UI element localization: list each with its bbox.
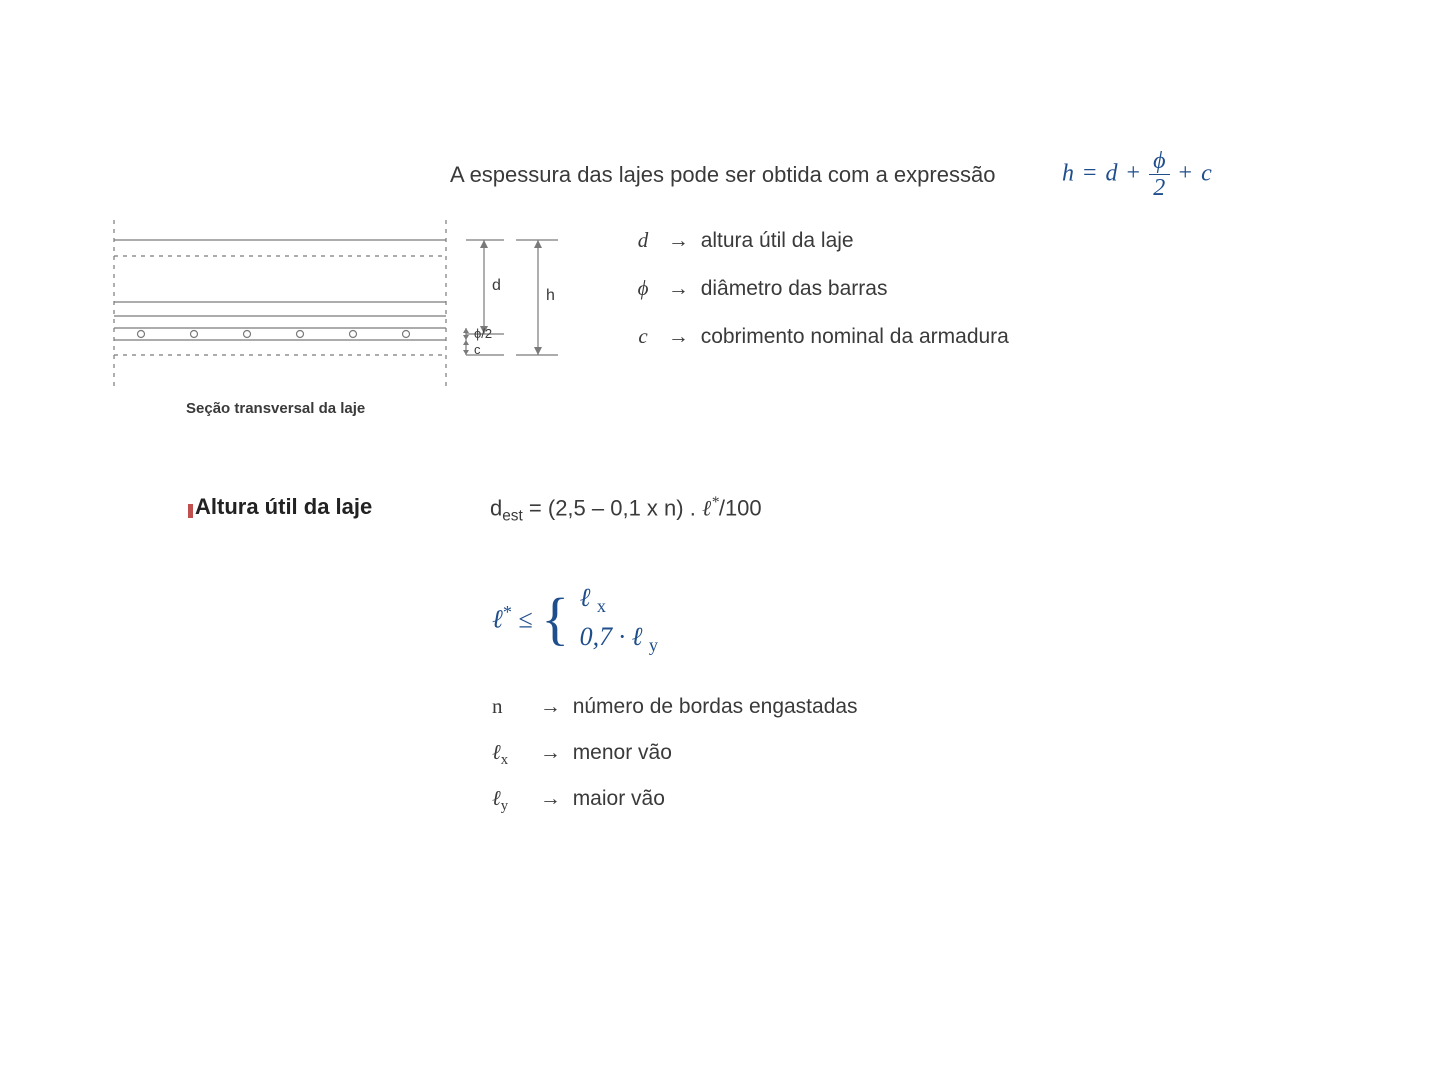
def-phi-text: diâmetro das barras: [701, 277, 888, 300]
lstar-case2-sub: y: [649, 635, 658, 655]
def-n-symbol: n: [492, 694, 530, 719]
def-phi-symbol: ϕ: [628, 276, 658, 301]
def-ly-text: maior vão: [573, 787, 665, 810]
def-d-symbol: d: [628, 228, 658, 253]
arrow-icon: →: [536, 787, 567, 811]
dest-body: = (2,5 – 0,1 x n) .: [529, 495, 702, 520]
eq-sign: =: [1080, 160, 1100, 186]
dest-lhs-base: d: [490, 495, 502, 520]
lstar-case-2: 0,7 · ℓ y: [580, 619, 658, 658]
fraction-denominator: 2: [1149, 175, 1169, 201]
formula-term-d: d: [1106, 160, 1118, 186]
lstar-case1-text: ℓ: [580, 583, 597, 612]
dest-ell-sup: *: [711, 494, 719, 511]
arrow-icon: →: [664, 229, 695, 253]
arrow-icon: →: [536, 695, 567, 719]
def-d-text: altura útil da laje: [701, 229, 854, 252]
def-ly-symbol: ℓy: [492, 786, 530, 815]
def-phi: ϕ → diâmetro das barras: [628, 276, 887, 301]
lstar-sup: *: [503, 602, 512, 622]
plus-1: +: [1124, 160, 1144, 186]
page-root: A espessura das lajes pode ser obtida co…: [0, 0, 1440, 1080]
def-ly: ℓy → maior vão: [492, 786, 665, 815]
formula-term-c: c: [1201, 160, 1212, 186]
heading-altura-util: Altura útil da laje: [195, 494, 372, 520]
def-d: d → altura útil da laje: [628, 228, 854, 253]
diagram-caption: Seção transversal da laje: [186, 400, 365, 417]
fraction-phi-over-2: ϕ 2: [1149, 148, 1169, 202]
lstar-rel: ≤: [512, 605, 533, 634]
formula-lstar: ℓ* ≤ { ℓ x 0,7 · ℓ y: [492, 580, 658, 658]
arrow-icon: →: [536, 741, 567, 765]
def-ly-ell: ℓ: [492, 786, 501, 810]
lstar-case-1: ℓ x: [580, 580, 658, 619]
arrow-icon: →: [664, 325, 695, 349]
lstar-lhs: ℓ: [492, 605, 503, 634]
formula-h: h = d + ϕ 2 + c: [1062, 148, 1212, 202]
fraction-numerator: ϕ: [1149, 148, 1169, 175]
def-n-text: número de bordas engastadas: [573, 695, 858, 718]
diagram-label-d: d: [492, 277, 501, 294]
brace-icon: {: [539, 593, 573, 645]
def-c-symbol: c: [628, 324, 658, 349]
diagram-label-phi2: ϕ/2: [474, 326, 492, 341]
def-c: c → cobrimento nominal da armadura: [628, 324, 1009, 349]
heading-tick: [188, 504, 193, 518]
def-lx: ℓx → menor vão: [492, 740, 672, 769]
lstar-case2-text: 0,7 · ℓ: [580, 622, 649, 651]
lstar-cases: ℓ x 0,7 · ℓ y: [580, 580, 658, 658]
diagram-label-h: h: [546, 287, 555, 304]
def-c-text: cobrimento nominal da armadura: [701, 325, 1009, 348]
def-ly-sub: y: [501, 798, 508, 814]
dest-lhs-sub: est: [502, 508, 523, 525]
arrow-icon: →: [664, 277, 695, 301]
def-lx-symbol: ℓx: [492, 740, 530, 769]
cross-section-diagram: d h ϕ/2 c Seção transversal da laje: [106, 220, 566, 420]
intro-text: A espessura das lajes pode ser obtida co…: [450, 162, 995, 188]
cross-section-svg: d h ϕ/2 c: [106, 220, 566, 390]
lstar-case1-sub: x: [597, 596, 606, 616]
def-lx-ell: ℓ: [492, 740, 501, 764]
formula-h-lhs: h: [1062, 160, 1074, 186]
dest-tail: /100: [719, 495, 762, 520]
def-n: n → número de bordas engastadas: [492, 694, 858, 719]
plus-2: +: [1176, 160, 1196, 186]
formula-dest: dest = (2,5 – 0,1 x n) . ℓ*/100: [490, 494, 762, 526]
def-lx-sub: x: [501, 752, 508, 768]
dest-ell: ℓ: [702, 495, 711, 520]
diagram-label-c: c: [474, 342, 481, 357]
def-lx-text: menor vão: [573, 741, 672, 764]
